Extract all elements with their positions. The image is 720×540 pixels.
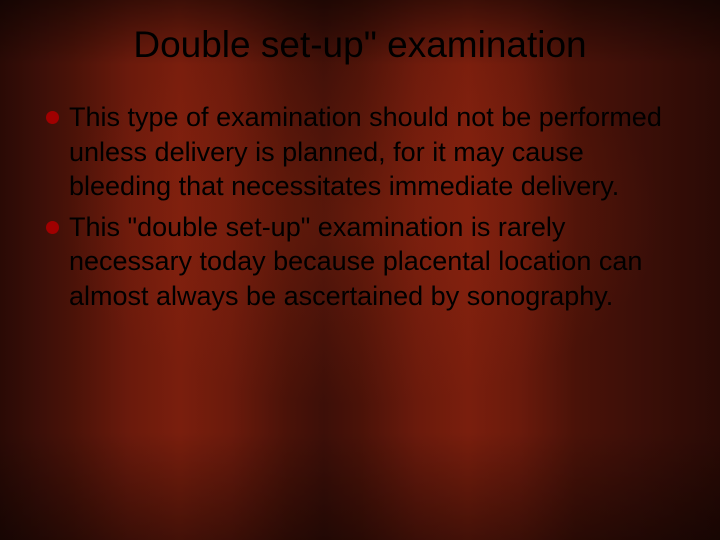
bullet-icon bbox=[46, 221, 59, 234]
slide-title: Double set-up" examination bbox=[0, 24, 720, 66]
bullet-item: This "double set-up" examination is rare… bbox=[46, 210, 674, 314]
bullet-icon bbox=[46, 111, 59, 124]
slide: Double set-up" examination This type of … bbox=[0, 0, 720, 540]
bullet-text: This "double set-up" examination is rare… bbox=[69, 210, 674, 314]
bullet-item: This type of examination should not be p… bbox=[46, 100, 674, 204]
slide-body: This type of examination should not be p… bbox=[46, 100, 674, 319]
bullet-text: This type of examination should not be p… bbox=[69, 100, 674, 204]
